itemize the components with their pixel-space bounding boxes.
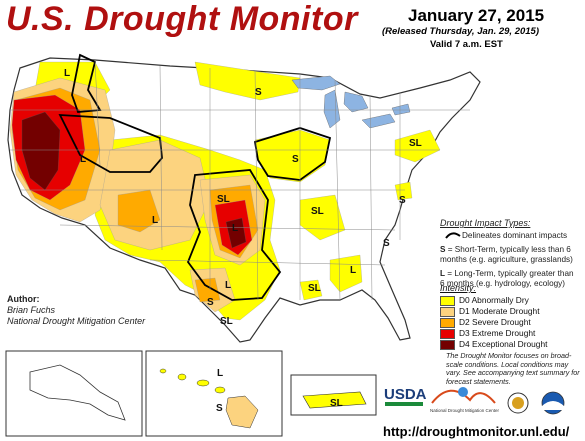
label-ok: L	[232, 223, 238, 234]
intensity-item: D0 Abnormally Dry	[440, 295, 580, 306]
disclaimer-note: The Drought Monitor focuses on broad-sca…	[446, 351, 580, 386]
map-date: January 27, 2015	[408, 6, 545, 25]
label-sc: S	[399, 195, 406, 206]
svg-text:National Drought Mitigation Ce: National Drought Mitigation Center	[430, 408, 500, 413]
svg-text:USDA: USDA	[384, 386, 427, 403]
label-ga: S	[383, 238, 390, 249]
hawaii-inset	[145, 350, 283, 437]
intensity-label: D4 Exceptional Drought	[459, 339, 548, 349]
intensity-heading: Intensity:	[440, 283, 477, 293]
state-lines	[10, 59, 470, 301]
alaska-shape	[29, 364, 126, 421]
label-tx-west: L	[225, 280, 231, 291]
boundary-legend-line	[445, 232, 461, 239]
label-ca-north: L	[350, 265, 356, 276]
author-label: Author:	[7, 294, 40, 304]
doc-seal-inner	[512, 397, 524, 409]
label-nm: L	[152, 215, 158, 226]
label-tx-south: SL	[220, 316, 233, 327]
label-pr: SL	[330, 398, 343, 409]
long-term-text: = Long-Term, typically greater than 6 mo…	[440, 269, 574, 288]
intensity-item: D4 Exceptional Drought	[440, 339, 580, 350]
d4-areas	[21, 111, 247, 249]
author-org: National Drought Mitigation Center	[7, 316, 146, 326]
long-term-row: L = Long-Term, typically greater than 6 …	[440, 269, 580, 289]
label-nc: SL	[409, 138, 422, 149]
great-lakes	[291, 75, 411, 129]
intensity-label: D2 Severe Drought	[459, 317, 531, 327]
intensity-item: D1 Moderate Drought	[440, 306, 580, 317]
pr-shape	[302, 391, 367, 409]
intensity-item: D2 Severe Drought	[440, 317, 580, 328]
author-name: Brian Fuchs	[7, 305, 56, 315]
label-tn: SL	[311, 206, 324, 217]
intensity-swatch	[440, 328, 455, 339]
label-nv: L	[80, 154, 86, 165]
website-link[interactable]: http://droughtmonitor.unl.edu/	[383, 424, 570, 439]
intensity-swatch	[440, 306, 455, 317]
label-hi-north: L	[217, 368, 223, 379]
label-wa: L	[64, 68, 70, 79]
intensity-swatch	[440, 317, 455, 328]
short-term-row: S = Short-Term, typically less than 6 mo…	[440, 245, 580, 265]
intensity-swatch	[440, 339, 455, 350]
intensity-label: D1 Moderate Drought	[459, 306, 540, 316]
label-al: SL	[308, 283, 321, 294]
short-term-text: = Short-Term, typically less than 6 mont…	[440, 245, 573, 264]
page-title: U.S. Drought Monitor	[6, 0, 358, 38]
intensity-label: D0 Abnormally Dry	[459, 295, 529, 305]
valid-time: Valid 7 a.m. EST	[430, 39, 503, 50]
intensity-legend: Intensity: D0 Abnormally Dry D1 Moderate …	[440, 283, 580, 350]
release-date: (Released Thursday, Jan. 29, 2015)	[382, 26, 540, 37]
label-nd: S	[255, 87, 262, 98]
impact-heading: Drought Impact Types:	[440, 218, 531, 228]
ndmc-logo: National Drought Mitigation Center	[430, 387, 500, 413]
usda-logo: USDA	[383, 384, 427, 406]
intensity-item: D3 Extreme Drought	[440, 328, 580, 339]
hawaii-islands	[159, 368, 259, 429]
intensity-label: D3 Extreme Drought	[459, 328, 536, 338]
label-hi-south: S	[216, 403, 223, 414]
noaa-logo-bird	[542, 401, 564, 410]
label-ia: S	[292, 154, 299, 165]
impact-legend: Drought Impact Types: Delineates dominan…	[440, 218, 580, 293]
short-term-key: S	[440, 245, 446, 254]
boundary-description: Delineates dominant impacts	[462, 231, 568, 240]
label-ks: SL	[217, 194, 230, 205]
long-term-key: L	[440, 269, 446, 278]
intensity-swatch	[440, 295, 455, 306]
author-block: Author: Brian Fuchs National Drought Mit…	[7, 294, 145, 327]
label-tx-east: S	[207, 297, 214, 308]
